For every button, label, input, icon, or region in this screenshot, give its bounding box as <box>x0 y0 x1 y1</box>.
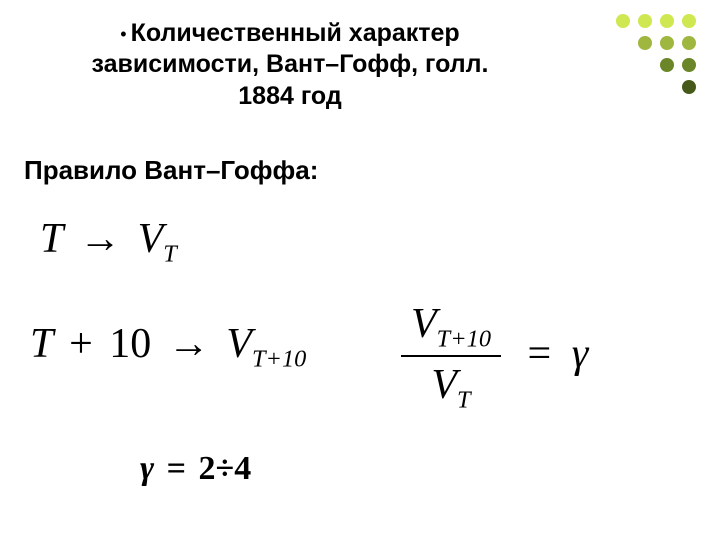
decorative-dot <box>616 80 630 94</box>
equation-1: T → VT <box>40 215 177 268</box>
title-bullet: • <box>120 24 126 44</box>
title-line-1: Количественный характер <box>131 19 460 47</box>
eq2-subT10: T+10 <box>252 345 306 372</box>
eq2-plus: + <box>69 321 93 367</box>
decorative-dot-grid <box>616 14 700 98</box>
eq2-V: V <box>226 321 252 367</box>
decorative-dot <box>660 36 674 50</box>
title-line-3: 1884 год <box>238 82 341 110</box>
gamma-sep: ÷ <box>216 450 235 487</box>
decorative-dot <box>682 80 696 94</box>
eq3-den-V: V <box>431 362 457 408</box>
decorative-dot <box>616 36 630 50</box>
eq1-arrow: → <box>79 216 121 262</box>
slide-title: •Количественный характер зависимости, Ва… <box>40 18 540 112</box>
decorative-dot <box>638 80 652 94</box>
eq1-T: T <box>40 216 63 262</box>
gamma-high: 4 <box>234 450 251 487</box>
equation-2: T + 10 → VT+10 <box>30 320 306 373</box>
eq3-num-V: V <box>411 301 437 347</box>
decorative-dot <box>682 58 696 72</box>
decorative-dot <box>660 58 674 72</box>
decorative-dot <box>638 14 652 28</box>
eq2-arrow: → <box>168 321 210 367</box>
decorative-dot <box>682 14 696 28</box>
eq2-ten: 10 <box>109 321 151 367</box>
subtitle: Правило Вант–Гоффа: <box>24 155 318 186</box>
decorative-dot <box>638 58 652 72</box>
title-line-2: зависимости, Вант–Гофф, голл. <box>91 50 488 78</box>
decorative-dot <box>616 58 630 72</box>
eq3-den-sub: T <box>457 387 471 414</box>
decorative-dot <box>660 14 674 28</box>
eq3-equals: = <box>528 331 552 377</box>
eq3-num-sub: T+10 <box>437 325 491 352</box>
eq3-gamma: γ <box>572 331 589 377</box>
eq2-T: T <box>30 321 53 367</box>
eq1-V: V <box>138 216 164 262</box>
eq1-subT: T <box>163 240 177 267</box>
gamma-low: 2 <box>199 450 216 487</box>
decorative-dot <box>638 36 652 50</box>
eq3-fraction: VT+10 VT <box>401 300 501 415</box>
decorative-dot <box>660 80 674 94</box>
decorative-dot <box>682 36 696 50</box>
equation-3: VT+10 VT = γ <box>395 300 588 415</box>
decorative-dot <box>616 14 630 28</box>
gamma-symbol: γ <box>140 450 154 487</box>
gamma-equals: = <box>167 450 186 487</box>
gamma-range: γ = 2÷4 <box>140 450 251 488</box>
